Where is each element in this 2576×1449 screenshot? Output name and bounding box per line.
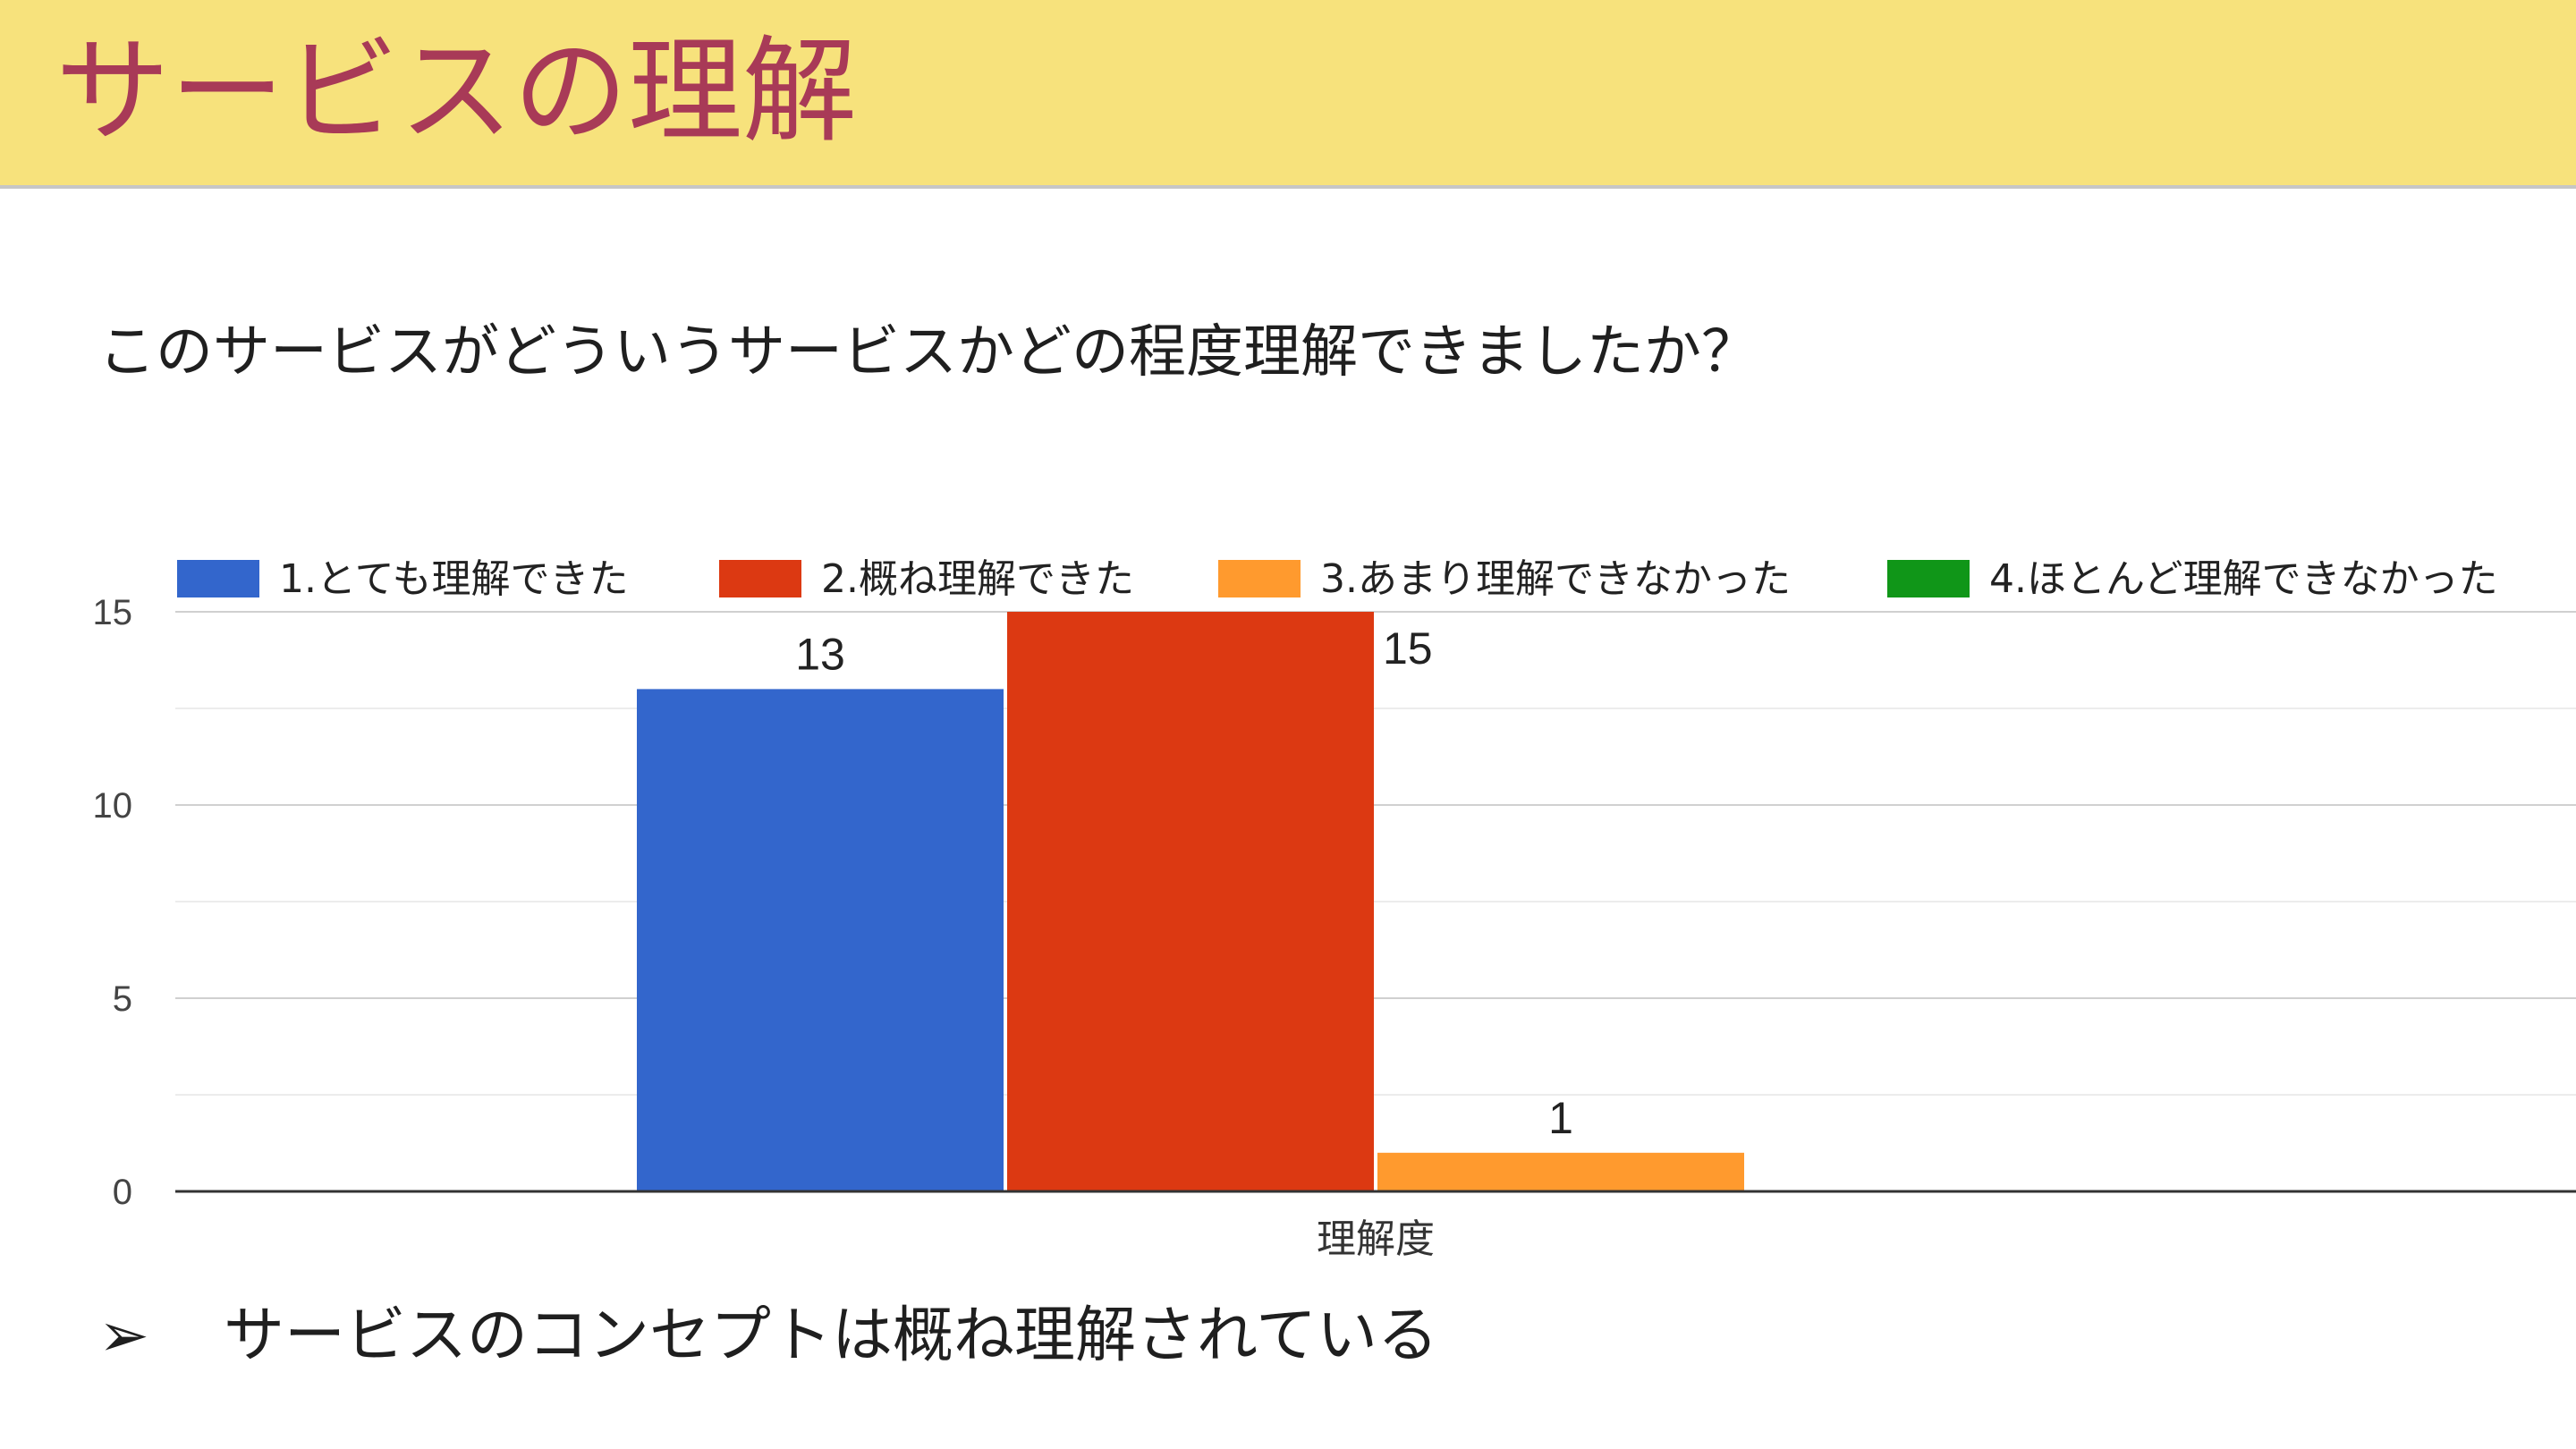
conclusion-bullet: ➢ サービスのコンセプトは概ね理解されている [98, 1299, 1438, 1374]
legend-swatch [719, 560, 801, 597]
header-band [0, 0, 2576, 189]
survey-question: このサービスがどういうサービスかどの程度理解できましたか？ [98, 319, 1758, 386]
data-label: 15 [1383, 623, 1433, 674]
legend-label: 1.とても理解できた [279, 556, 628, 602]
arrow-bullet-icon: ➢ [98, 1301, 149, 1371]
legend-swatch [177, 560, 259, 597]
bar-1.とても理解できた [637, 689, 1004, 1191]
legend-label: 4.ほとんど理解できなかった [1989, 556, 2498, 602]
y-tick-label: 15 [93, 593, 133, 632]
bar-3.あまり理解できなかった [1377, 1152, 1744, 1191]
data-label: 1 [1548, 1093, 1573, 1143]
bar-2.概ね理解できた [1007, 612, 1374, 1191]
conclusion-text: サービスのコンセプトは概ね理解されている [224, 1301, 1438, 1371]
legend-label: 3.あまり理解できなかった [1320, 556, 1791, 602]
legend-swatch [1218, 560, 1301, 597]
y-tick-label: 0 [113, 1173, 132, 1212]
legend-swatch [1887, 560, 1970, 597]
slide-title: サービスの理解 [55, 25, 858, 158]
x-category-label: 理解度 [1317, 1216, 1435, 1262]
y-tick-label: 10 [93, 786, 133, 826]
y-tick-label: 5 [113, 979, 132, 1019]
data-label: 13 [795, 629, 845, 679]
legend-label: 2.概ね理解できた [821, 556, 1134, 602]
